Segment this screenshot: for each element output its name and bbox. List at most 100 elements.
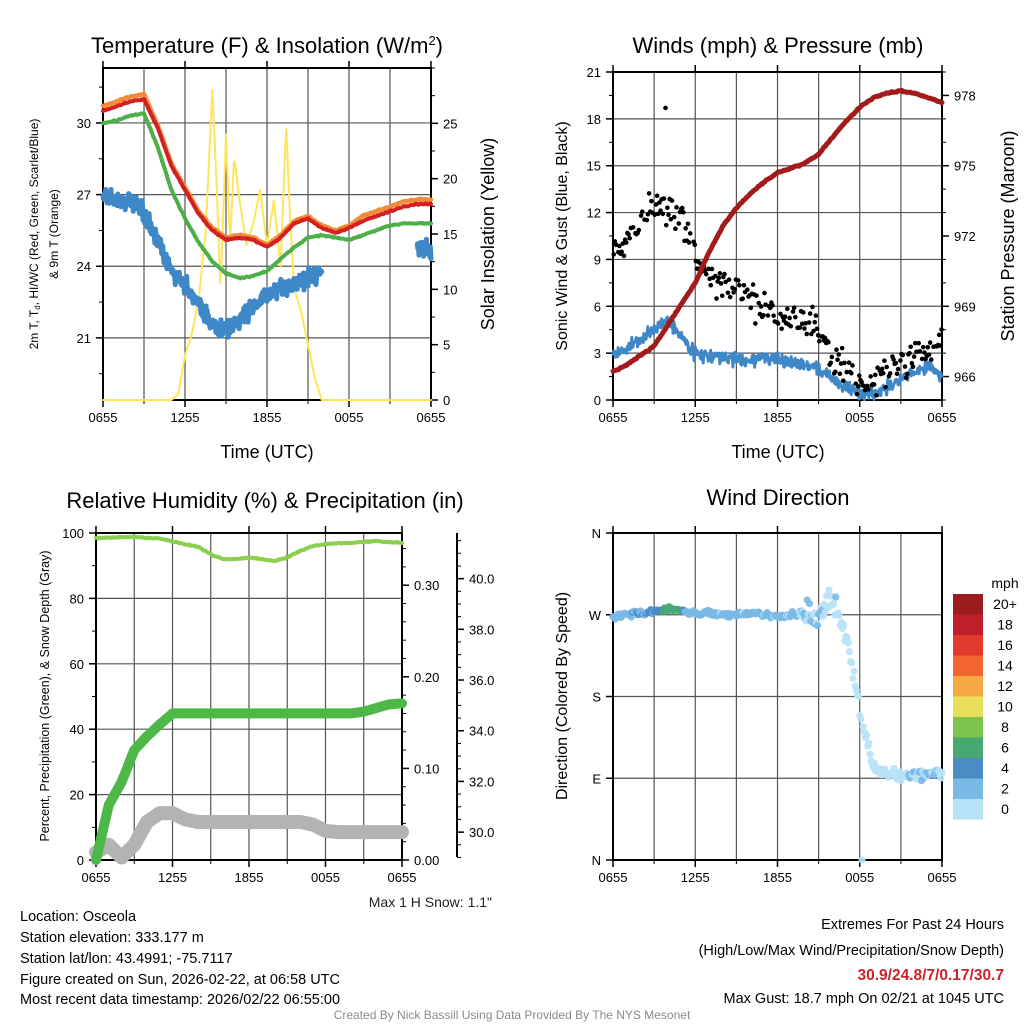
gust-dot (882, 358, 887, 363)
gust-dot (779, 326, 784, 332)
y-tick-label: 12 (587, 206, 601, 221)
gust-dot (727, 294, 733, 300)
gust-dot (883, 384, 888, 390)
y-tick-label: 32.0 (469, 774, 494, 789)
direction-dot (858, 856, 866, 864)
gust-dot (666, 212, 671, 218)
gust-dot (676, 221, 682, 226)
gust-dot (658, 208, 663, 213)
gust-dot (791, 305, 797, 311)
gust-dot (834, 347, 839, 353)
gust-dot (836, 352, 842, 357)
gust-dot (884, 364, 890, 370)
gust-dot (713, 273, 718, 279)
gust-dot (787, 315, 792, 321)
gust-dot (887, 371, 893, 376)
winds-chart-title: Winds (mph) & Pressure (mb) (633, 33, 924, 58)
gust-dot (813, 313, 819, 318)
gust-dot (762, 290, 767, 296)
gust-dot (636, 227, 642, 233)
y-tick-label: 972 (954, 229, 976, 244)
gust-dot (735, 278, 741, 283)
y-tick-label: 3 (594, 346, 601, 361)
gust-dot (683, 226, 688, 231)
gust-dot (660, 211, 666, 217)
gust-dot (919, 356, 925, 362)
direction-dot (845, 648, 854, 656)
gust-dot (841, 378, 846, 384)
temp-chart-title: Temperature (F) & Insolation (W/m2) (91, 33, 443, 58)
colorbar-swatch (953, 778, 983, 799)
wind-y-label: Sonic Wind & Gust (Blue, Black) (554, 121, 571, 350)
gust-dot (715, 279, 720, 284)
x-tick-label: 0055 (311, 870, 340, 885)
y-tick-label: 25 (443, 116, 457, 131)
colorbar-swatch (953, 614, 983, 635)
x-tick-label: 0655 (599, 410, 628, 425)
direction-dot (835, 611, 843, 620)
rh-y-label: Percent, Precipitation (Green), & Snow D… (38, 550, 52, 841)
gust-dot (679, 205, 685, 211)
gust-dot (806, 320, 812, 325)
x-tick-label: 1855 (235, 870, 264, 885)
heat-index-windchill-line (101, 111, 433, 281)
y-tick-label: 0 (443, 393, 450, 408)
direction-axes: 0655 1255 1855 0055 0655 N E S W N (589, 526, 956, 885)
gust-dot (740, 296, 746, 301)
colorbar-swatch (953, 717, 983, 738)
gust-dot (685, 221, 691, 227)
x-tick-label: 0655 (599, 870, 628, 885)
x-tick-label: 1855 (253, 410, 282, 425)
colorbar-unit: mph (991, 575, 1018, 591)
colorbar-swatch (953, 655, 983, 676)
gust-dot (630, 225, 636, 230)
gust-dot (893, 360, 899, 366)
gust-dot (790, 309, 796, 314)
gust-dot (902, 364, 908, 369)
gust-dot (872, 372, 878, 378)
colorbar-label: 16 (997, 637, 1013, 653)
gust-dot (761, 312, 766, 318)
gust-dot (868, 374, 874, 379)
gust-dot (909, 360, 915, 366)
y-tick-label: W (589, 608, 602, 623)
x-tick-label: 0055 (845, 870, 874, 885)
x-tick-label: 1255 (681, 410, 710, 425)
gust-dot (748, 305, 754, 311)
snow-depth-line (89, 806, 409, 865)
gust-dot (917, 348, 923, 354)
gust-dot (898, 358, 903, 363)
gust-dot (793, 314, 798, 320)
direction-dot (848, 659, 856, 667)
gust-dot (803, 321, 808, 326)
direction-dot (805, 600, 814, 608)
colorbar-swatch (953, 635, 983, 656)
max-gust-text: Max Gust: 18.7 mph On 02/21 at 1045 UTC (724, 991, 1004, 1007)
y-tick-label: 100 (62, 526, 84, 541)
gust-dot (812, 319, 818, 325)
gust-dot (753, 321, 758, 326)
gust-dot (854, 391, 860, 397)
y-tick-label: 0.00 (414, 853, 439, 868)
gust-dot (833, 369, 838, 375)
y-tick-label: 24 (77, 259, 91, 274)
recent-timestamp-text: Most recent data timestamp: 2026/02/22 0… (20, 992, 340, 1008)
gust-dot (657, 200, 662, 205)
y-tick-label: 40.0 (469, 572, 494, 587)
gust-dot (669, 198, 675, 203)
gust-dot (826, 339, 831, 345)
gust-dot (859, 379, 864, 385)
colorbar-label: 18 (997, 617, 1013, 633)
gust-dot (904, 371, 910, 377)
gust-dot (719, 293, 725, 299)
y-tick-label: 0 (77, 853, 84, 868)
gust-dot (842, 360, 847, 366)
y-tick-label: 15 (443, 227, 457, 242)
gust-dot (844, 369, 850, 375)
gust-dot (802, 326, 807, 331)
gust-dot (856, 373, 862, 378)
gust-dot (807, 311, 813, 316)
y-tick-label: 80 (70, 591, 84, 606)
gust-dot (916, 340, 921, 346)
gust-dot (850, 363, 855, 368)
